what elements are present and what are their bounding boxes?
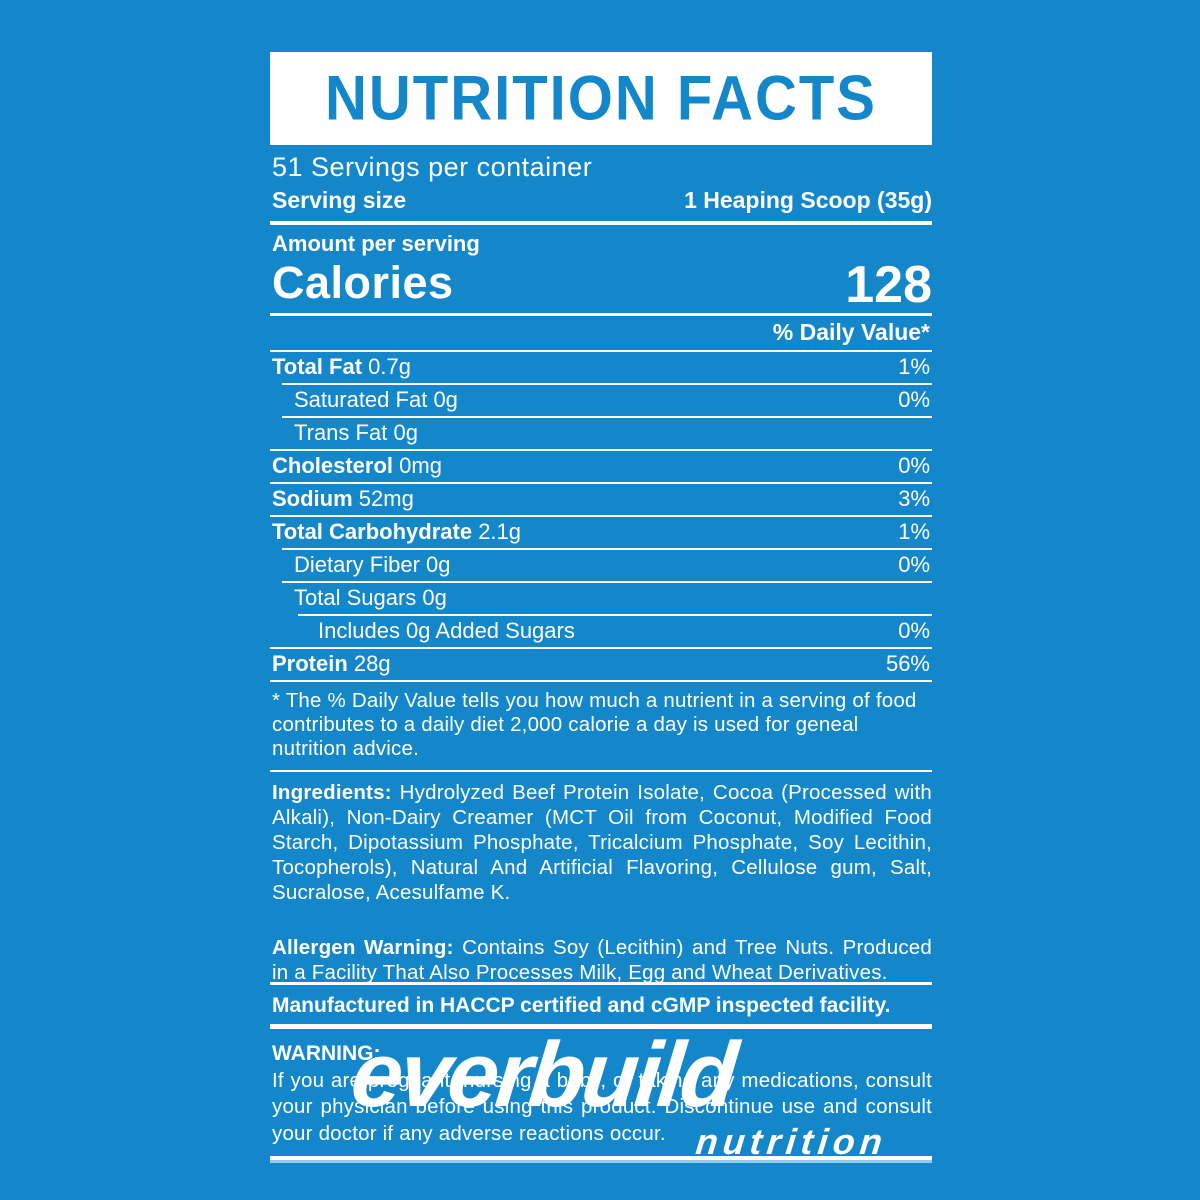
nutrient-row-dietary-fiber: Dietary Fiber 0g 0%: [294, 552, 930, 577]
title-box: NUTRITION FACTS: [270, 52, 932, 145]
nutrient-row-added-sugars: Includes 0g Added Sugars 0%: [318, 618, 930, 643]
nutrition-facts-label: NUTRITION FACTS 51 Servings per containe…: [270, 52, 932, 1164]
warning-section: WARNING: If you are pregnant, nursing a …: [272, 1042, 932, 1148]
divider: [270, 680, 932, 682]
divider: [282, 581, 932, 583]
nutrient-row-protein: Protein 28g 56%: [272, 651, 930, 676]
calories-label: Calories: [272, 257, 454, 308]
page-title: NUTRITION FACTS: [325, 63, 877, 134]
dv-value: 1%: [898, 354, 930, 379]
brand-logo: everbuild nutrition: [347, 1024, 890, 1163]
dv-value: 0%: [898, 453, 930, 478]
calories-row: Calories 128: [272, 256, 932, 315]
divider: [270, 647, 932, 649]
brand-logo-secondary: nutrition: [693, 1121, 890, 1163]
allergen-warning-label: Allergen Warning:: [272, 935, 454, 959]
ingredients-paragraph: Ingredients: Hydrolyzed Beef Protein Iso…: [272, 780, 932, 904]
divider: [270, 515, 932, 517]
divider: [270, 221, 932, 225]
dv-value: 0%: [898, 618, 930, 643]
nutrient-row-sodium: Sodium 52mg 3%: [272, 486, 930, 511]
nutrient-row-trans-fat: Trans Fat 0g: [294, 420, 418, 445]
divider: [270, 769, 932, 772]
calories-value: 128: [845, 256, 932, 315]
nutrient-row-total-sugars: Total Sugars 0g: [294, 585, 447, 610]
dv-value: 1%: [898, 519, 930, 544]
dv-value: 0%: [898, 387, 930, 412]
nutrient-row-total-carbohydrate: Total Carbohydrate 2.1g 1%: [272, 519, 930, 544]
daily-value-footnote: * The % Daily Value tells you how much a…: [272, 689, 917, 761]
servings-per-container: 51 Servings per container: [272, 152, 593, 182]
warning-label: WARNING:: [272, 1041, 381, 1065]
serving-size-label: Serving size: [272, 187, 407, 213]
ingredients-label: Ingredients:: [272, 780, 392, 804]
divider: [282, 548, 932, 550]
nutrient-row-cholesterol: Cholesterol 0mg 0%: [272, 453, 930, 478]
divider: [270, 313, 932, 316]
dv-value: 56%: [885, 651, 930, 676]
serving-size-value: 1 Heaping Scoop (35g): [684, 187, 932, 213]
divider: [298, 614, 932, 616]
manufactured-statement: Manufactured in HACCP certified and cGMP…: [272, 993, 891, 1017]
nutrient-row-saturated-fat: Saturated Fat 0g 0%: [294, 387, 930, 412]
serving-size-row: Serving size 1 Heaping Scoop (35g): [272, 187, 932, 214]
allergen-warning-paragraph: Allergen Warning: Contains Soy (Lecithin…: [272, 935, 932, 984]
divider: [270, 449, 932, 451]
divider: [270, 981, 932, 985]
nutrient-row-total-fat: Total Fat 0.7g 1%: [272, 354, 930, 379]
brand-logo-primary: everbuild: [346, 1024, 740, 1126]
daily-value-header: % Daily Value*: [772, 319, 930, 345]
divider: [270, 482, 932, 484]
divider: [270, 1156, 932, 1164]
divider: [282, 416, 932, 418]
dv-value: 0%: [898, 552, 930, 577]
amount-per-serving-label: Amount per serving: [272, 231, 480, 256]
divider: [270, 350, 932, 352]
divider: [270, 1023, 932, 1029]
warning-text: If you are pregnant, nursing a baby, or …: [272, 1068, 932, 1145]
divider: [282, 383, 932, 385]
dv-value: 3%: [898, 486, 930, 511]
